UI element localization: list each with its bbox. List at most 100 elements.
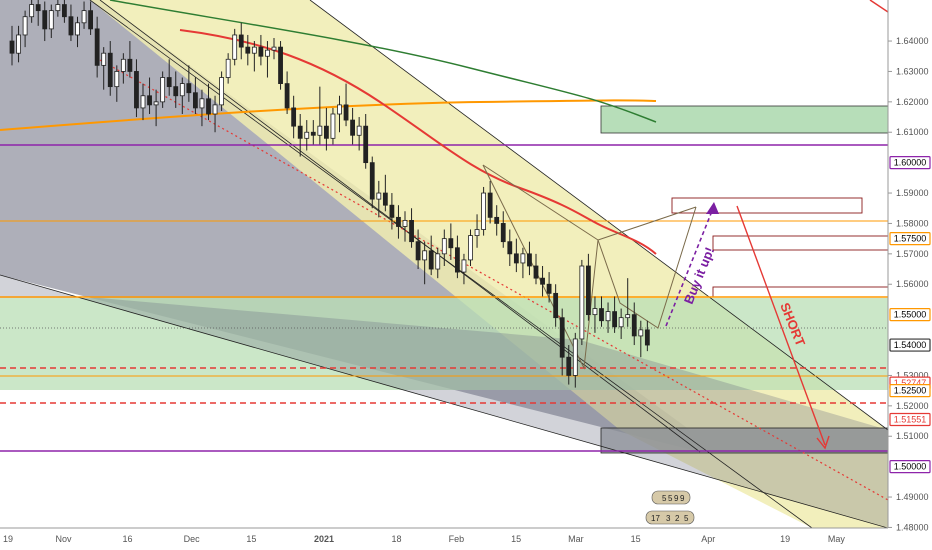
pattern-line-2 (482, 164, 599, 241)
candle-body (304, 131, 310, 139)
candle-body (343, 104, 349, 121)
candle-body (206, 98, 211, 115)
candle-body (363, 125, 369, 164)
buy-arrow-head (706, 202, 719, 214)
price-tick-label: 1.56000 (896, 279, 929, 289)
candle (134, 59, 139, 118)
candle (219, 71, 225, 111)
time-axis[interactable]: 19 Nov 16 Dec 15 2021 18 Feb 15 Mar 15 Apr 19 May (3, 534, 845, 544)
candle-body (291, 107, 297, 127)
price-tick-label: 1.52000 (896, 401, 929, 411)
candle-body (448, 238, 454, 249)
time-tick-label: Dec (184, 534, 201, 544)
candle-body (265, 49, 270, 57)
candle-body (22, 16, 28, 36)
candle-body (173, 86, 179, 97)
price-tag-label: 1.51551 (894, 414, 927, 424)
candle (363, 114, 369, 169)
candle-body (284, 83, 290, 109)
candle-body (258, 46, 264, 57)
candle (258, 34, 264, 66)
candle (127, 41, 133, 78)
candle (435, 247, 441, 279)
candle (238, 22, 244, 60)
candle (553, 284, 559, 327)
candle (68, 4, 74, 42)
candle-body (199, 98, 205, 109)
candle (192, 77, 198, 114)
time-tick-label: Mar (568, 534, 584, 544)
candle (415, 229, 421, 270)
candle (291, 95, 297, 139)
candle (422, 241, 428, 285)
candle-body (572, 338, 578, 376)
candle (140, 83, 146, 121)
short-arrow-head (816, 435, 830, 450)
candle-body (147, 95, 152, 106)
event-markers: 5 5 9 9 17 3 2 5 (645, 490, 695, 525)
ma-green (109, 0, 657, 123)
candle-body (186, 83, 192, 94)
price-tick-label: 1.53000 (896, 370, 929, 380)
time-tick-label: Nov (56, 534, 73, 544)
candle-body (356, 125, 362, 136)
candle-body (350, 119, 356, 136)
price-axis[interactable]: 1.64000 1.63000 1.62000 1.61000 1.59000 1.580… (888, 36, 929, 532)
price-tag: 1.50000 (889, 460, 931, 474)
price-tick-label: 1.62000 (896, 97, 929, 107)
candle (35, 0, 41, 26)
candle-body (219, 77, 225, 106)
time-tick-label: 16 (123, 534, 133, 544)
price-tick-label: 1.63000 (896, 66, 929, 76)
candle (527, 241, 532, 276)
candle (559, 308, 565, 376)
candle (396, 205, 401, 239)
candle (284, 71, 290, 114)
candle (173, 71, 179, 108)
channel-midline (99, 59, 888, 501)
candle (81, 1, 87, 29)
candle (179, 77, 185, 114)
candle-body (232, 34, 238, 60)
candle-body (278, 46, 283, 84)
candle (376, 180, 382, 218)
price-tag-label: 1.52500 (894, 386, 927, 396)
candlesticks (9, 0, 650, 388)
candle (245, 34, 251, 66)
candle (343, 83, 349, 127)
candle-body (245, 46, 251, 54)
candle (278, 41, 283, 90)
candle (612, 296, 617, 333)
candle-body (238, 34, 244, 48)
candle (94, 16, 100, 78)
price-tick-label: 1.61000 (896, 127, 929, 137)
candle-body (559, 317, 565, 358)
channel-line-3 (0, 274, 888, 528)
candle-body (402, 219, 408, 227)
price-tag: 1.51551 (889, 412, 931, 427)
time-tick-label: 15 (511, 534, 521, 544)
candle (186, 65, 192, 102)
event-marker-1: 5 (662, 494, 667, 503)
price-tick-label: 1.64000 (896, 36, 929, 46)
candle (402, 211, 408, 242)
candle-body (140, 95, 146, 109)
buy-arrow (665, 205, 715, 327)
candle (605, 302, 611, 333)
candle-body (48, 10, 54, 30)
target-box-1 (671, 197, 863, 214)
candle-body (29, 4, 35, 18)
candle-body (107, 52, 113, 88)
resistance-box (600, 105, 888, 134)
candle (494, 205, 500, 236)
candle (572, 332, 578, 388)
candle (481, 186, 487, 236)
candle-body (9, 40, 15, 54)
candle-body (428, 250, 434, 270)
candle (546, 272, 552, 303)
candle (212, 95, 218, 133)
candle (599, 296, 604, 327)
candle-body (62, 4, 67, 18)
candle-body (644, 329, 650, 346)
